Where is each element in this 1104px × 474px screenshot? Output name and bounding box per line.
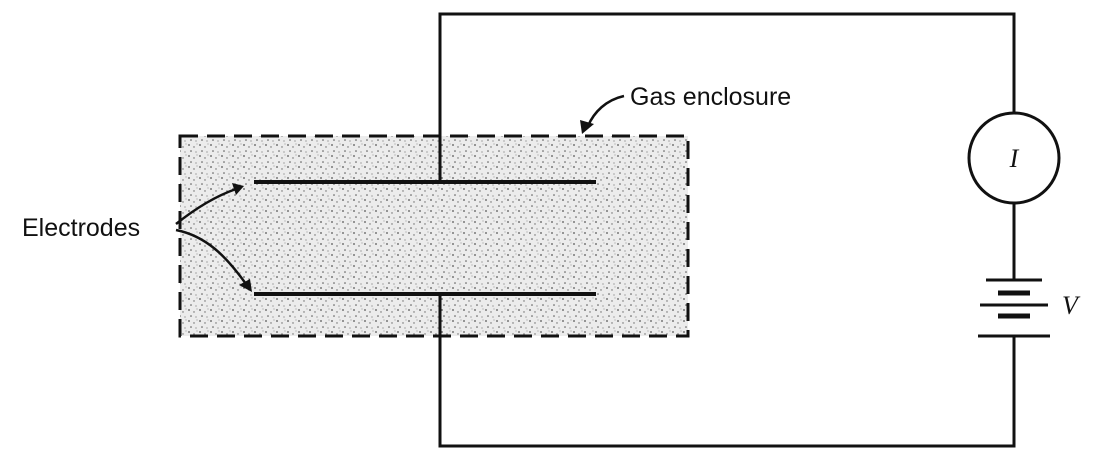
meter-circle xyxy=(967,111,1061,205)
electrodes-arrow-lower xyxy=(175,228,248,285)
gas-enclosure-label: Gas enclosure xyxy=(630,83,791,111)
electrodes-label: Electrodes xyxy=(22,214,140,242)
gas-enclosure xyxy=(178,134,690,338)
top-wire xyxy=(438,12,1016,182)
current-symbol: I xyxy=(1009,144,1020,173)
voltage-label: V xyxy=(1062,291,1081,320)
gas-enclosure-arrow xyxy=(586,94,625,127)
bottom-wire xyxy=(438,294,1016,448)
current-meter: I xyxy=(967,111,1061,205)
electrodes-arrow-upper xyxy=(175,187,237,225)
battery xyxy=(978,278,1050,338)
